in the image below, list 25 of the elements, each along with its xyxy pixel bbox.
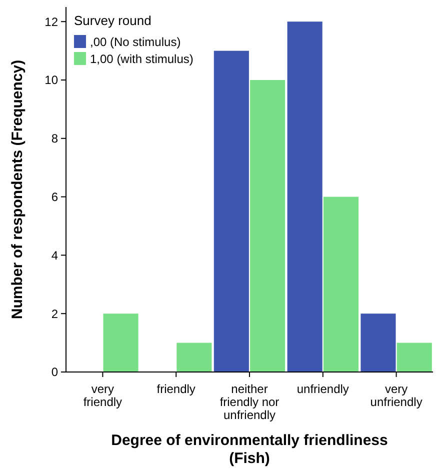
legend-label: ,00 (No stimulus) (90, 35, 181, 49)
y-tick-label: 2 (51, 306, 58, 321)
y-tick-label: 4 (51, 248, 58, 262)
bar (176, 342, 212, 372)
x-tick-label: very friendly (83, 382, 122, 409)
x-tick-label: friendly (156, 382, 196, 396)
x-tick-label: very unfriendly (370, 382, 422, 409)
y-tick-label: 0 (51, 365, 58, 380)
x-tick-label: unfriendly (296, 382, 349, 396)
bar (103, 314, 138, 372)
legend-title: Survey round (74, 13, 152, 28)
y-tick-label: 12 (44, 14, 58, 29)
bar (360, 314, 396, 372)
legend-label: 1,00 (with stimulus) (90, 52, 194, 66)
x-axis-title: Degree of environmentally friendliness (Fish) (111, 432, 388, 467)
y-tick-label: 6 (51, 190, 58, 204)
bar (323, 196, 358, 372)
bar (396, 342, 432, 372)
x-tick-label: neither friendly nor unfriendly (220, 382, 280, 422)
bar (250, 80, 286, 372)
y-axis-title: Number of respondents (Frequency) (9, 60, 26, 320)
bar (214, 50, 249, 372)
y-tick-label: 8 (51, 132, 58, 146)
y-tick-label: 10 (44, 73, 58, 88)
bar (287, 22, 322, 372)
